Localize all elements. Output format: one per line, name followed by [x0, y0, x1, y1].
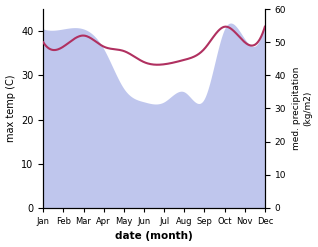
Y-axis label: max temp (C): max temp (C) [5, 75, 16, 142]
X-axis label: date (month): date (month) [115, 231, 193, 242]
Y-axis label: med. precipitation
(kg/m2): med. precipitation (kg/m2) [292, 67, 313, 150]
